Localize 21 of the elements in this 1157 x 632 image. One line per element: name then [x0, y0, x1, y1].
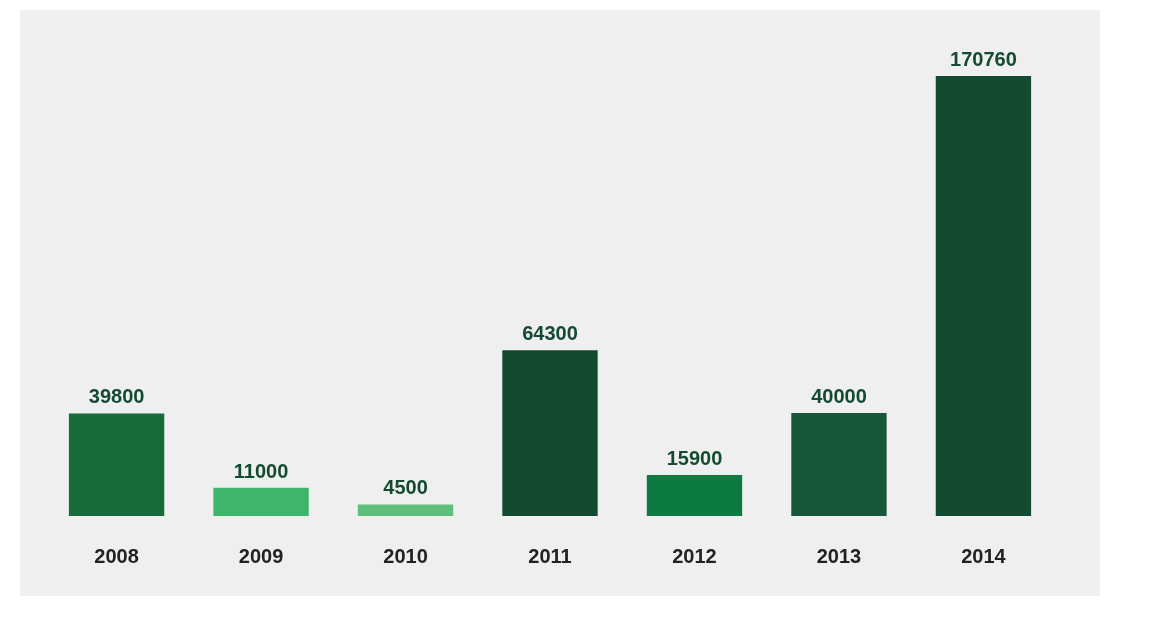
x-tick-label: 2008 [94, 544, 139, 567]
bar [68, 413, 165, 516]
bar [791, 412, 887, 516]
data-label: 15900 [666, 447, 723, 470]
x-tick-label: 2014 [961, 544, 1007, 567]
bar [646, 475, 743, 516]
x-tick-label: 2009 [238, 544, 284, 567]
data-label: 4500 [383, 476, 428, 499]
bar [935, 76, 1032, 516]
bar [357, 504, 454, 516]
x-tick-label: 2013 [816, 544, 862, 567]
bar [502, 350, 598, 516]
x-tick-label: 2011 [528, 544, 572, 567]
data-label: 40000 [811, 384, 867, 407]
bar [213, 487, 309, 516]
data-label: 170760 [950, 48, 1017, 70]
data-label: 11000 [233, 459, 289, 482]
x-tick-label: 2010 [383, 544, 428, 567]
data-label: 64300 [522, 322, 578, 345]
x-tick-label: 2012 [672, 544, 717, 567]
data-label: 39800 [88, 385, 145, 408]
